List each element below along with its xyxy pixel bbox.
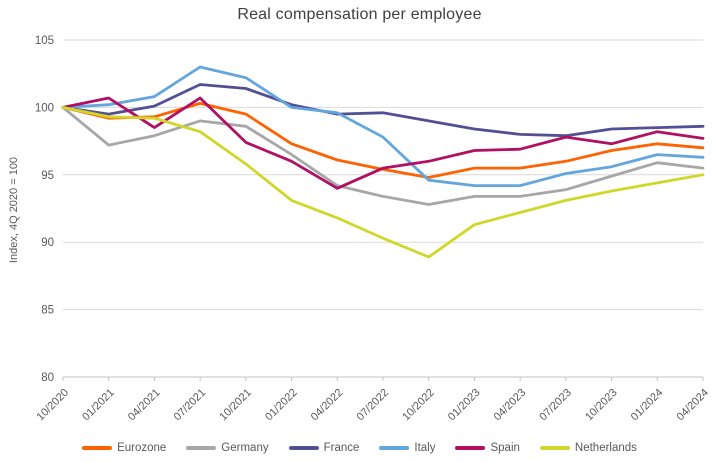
x-tick-label: 07/2021 <box>172 387 209 424</box>
x-tick-label: 10/2023 <box>583 387 620 424</box>
y-tick-label: 90 <box>41 237 54 249</box>
legend-swatch-eurozone <box>82 446 113 450</box>
legend-swatch-netherlands <box>539 446 570 450</box>
legend-item-france: France <box>288 442 360 454</box>
x-tick-label: 04/2022 <box>309 387 346 424</box>
x-tick-label: 10/2021 <box>217 387 254 424</box>
y-tick-label: 105 <box>35 35 54 47</box>
legend-item-spain: Spain <box>455 442 520 454</box>
legend-swatch-germany <box>186 446 217 450</box>
y-tick-label: 100 <box>35 102 54 114</box>
x-tick-label: 01/2024 <box>629 387 666 424</box>
legend-item-eurozone: Eurozone <box>82 442 166 454</box>
series-line-spain <box>61 96 705 190</box>
legend-label: Germany <box>221 442 269 454</box>
legend-label: Eurozone <box>117 442 167 454</box>
series-line-italy <box>61 65 705 188</box>
series-line-netherlands <box>61 106 705 259</box>
chart-title: Real compensation per employee <box>237 6 482 23</box>
x-tick-label: 07/2022 <box>355 387 392 424</box>
legend-label: Italy <box>414 442 436 454</box>
y-tick-label: 95 <box>41 170 54 182</box>
legend-swatch-france <box>288 446 319 450</box>
x-tick-label: 01/2021 <box>80 387 117 424</box>
legend-swatch-italy <box>379 446 410 450</box>
series-line-germany <box>61 106 705 206</box>
x-tick-label: 04/2023 <box>492 387 529 424</box>
legend-item-germany: Germany <box>186 442 269 454</box>
y-tick-label: 80 <box>41 372 54 384</box>
legend-item-italy: Italy <box>379 442 435 454</box>
x-tick-label: 01/2022 <box>263 387 300 424</box>
x-tick-label: 10/2022 <box>400 387 437 424</box>
x-tick-label: 01/2023 <box>446 387 483 424</box>
x-tick-label: 07/2023 <box>537 387 574 424</box>
legend-swatch-spain <box>455 446 486 450</box>
x-tick-label: 04/2021 <box>126 387 163 424</box>
x-tick-label: 10/2020 <box>35 387 72 424</box>
legend-label: Spain <box>490 442 520 454</box>
legend-label: France <box>323 442 360 454</box>
y-tick-label: 85 <box>41 305 54 317</box>
series-line-france <box>61 83 705 138</box>
legend-item-netherlands: Netherlands <box>539 442 637 454</box>
legend-label: Netherlands <box>574 442 637 454</box>
x-tick-label: 04/2024 <box>675 387 712 424</box>
legend: Eurozone Germany France Italy Spain Netherlan… <box>0 442 719 454</box>
